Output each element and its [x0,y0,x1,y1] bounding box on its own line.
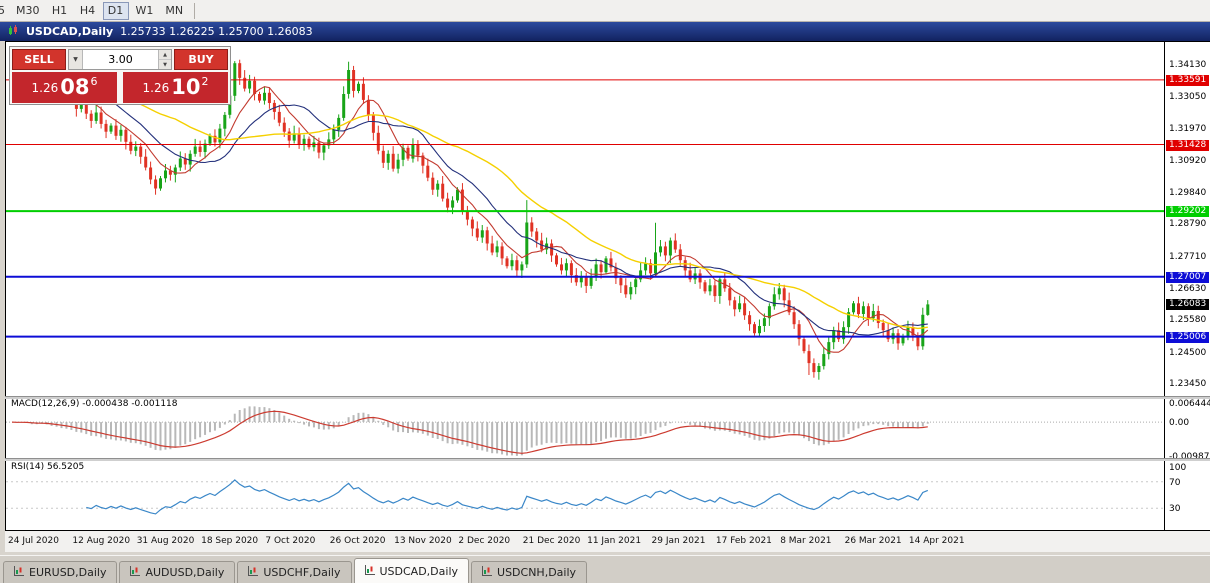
tab-chart-icon [14,566,24,579]
timeframe-button-5[interactable]: 5 [0,2,9,20]
rsi-indicator-label: RSI(14) 56.5205 [11,462,84,472]
macd-value: -0.000438 [82,399,129,409]
chart-tab-usdcnh[interactable]: USDCNH,Daily [471,561,588,583]
volume-spinner: ▲ ▼ [158,50,171,69]
tab-label: USDCAD,Daily [379,564,459,578]
chart-tab-audusd[interactable]: AUDUSD,Daily [119,561,236,583]
macd-signal-value: -0.001118 [131,399,178,409]
chart-window-titlebar: USDCAD,Daily 1.25733 1.26225 1.25700 1.2… [0,22,1210,41]
sell-price-display[interactable]: 1.26 08 6 [12,72,117,103]
price-chart-plot[interactable] [6,42,1164,530]
time-axis[interactable]: 24 Jul 2020 12 Aug 2020 31 Aug 2020 18 Sep … [5,531,1210,552]
tab-label: USDCHF,Daily [263,566,341,579]
volume-input[interactable] [83,50,158,69]
scale-tick-label: 1.33050 [1169,92,1207,103]
date-label: 26 Mar 2021 [844,536,902,546]
scale-tick-label: 1.24500 [1169,347,1207,358]
macd-panel-splitter[interactable] [5,396,1210,399]
date-label: 11 Jan 2021 [587,536,642,546]
timeframe-toolbar: 5M30H1H4D1W1MN [0,0,1210,22]
scale-tick-label: 30 [1169,504,1181,515]
date-label: 8 Mar 2021 [780,536,832,546]
tab-chart-icon [130,566,141,579]
price-scale[interactable]: 1.34130 1.33050 1.31970 1.30920 1.29840 1.287… [1165,41,1210,531]
price-level-tag: 1.26083 [1166,299,1209,311]
scale-tick-label: 1.26630 [1169,284,1207,294]
tab-chart-icon [482,566,493,579]
price-level-tag: 1.27007 [1166,271,1209,283]
date-label: 7 Oct 2020 [265,536,316,546]
timeframe-button-h1[interactable]: H1 [47,2,73,20]
date-label: 24 Jul 2020 [8,536,59,546]
scale-tick-label: 0.006444 [1169,399,1210,409]
macd-name: MACD(12,26,9) [11,399,80,409]
tab-chart-icon [248,566,259,579]
scale-tick-label: 1.30920 [1169,155,1207,166]
scale-tick-label: 1.31970 [1169,124,1207,135]
scale-tick-label: 70 [1169,477,1181,488]
volume-dropdown-button[interactable]: ▼ [69,50,83,69]
scale-tick-label: 1.28790 [1169,219,1207,230]
timeframe-button-mn[interactable]: MN [160,2,188,20]
tab-label: USDCNH,Daily [497,566,577,579]
date-label: 29 Jan 2021 [651,536,706,546]
tab-chart-icon [364,564,375,578]
buy-price-point: 2 [201,75,209,88]
scale-tick-label: 0.00 [1169,418,1190,429]
chart-tabs-bar: EURUSD,Daily AUDUSD,Daily USDCHF,Daily USDC… [0,555,1210,583]
scale-tick-label: 100 [1169,463,1187,473]
date-label: 17 Feb 2021 [715,536,772,546]
price-level-tag: 1.25006 [1166,331,1209,343]
date-label: 13 Nov 2020 [394,536,452,546]
date-label: 21 Dec 2020 [522,536,581,546]
price-level-tag: 1.29202 [1166,206,1209,218]
buy-price-base: 1.26 [142,80,170,95]
volume-decrease-button[interactable]: ▼ [159,60,171,69]
buy-button[interactable]: BUY [174,49,228,70]
date-label: 18 Sep 2020 [201,536,259,546]
timeframe-button-h4[interactable]: H4 [75,2,101,20]
rsi-value: 56.5205 [46,462,85,472]
volume-control: ▼ ▲ ▼ [68,49,172,70]
scale-tick-label: 1.25580 [1169,315,1207,326]
sell-price-pips: 08 [60,75,90,99]
macd-indicator-label: MACD(12,26,9) -0.000438 -0.001118 [11,399,178,409]
rsi-panel-splitter[interactable] [5,458,1210,461]
timeframe-button-w1[interactable]: W1 [131,2,159,20]
price-level-tag: 1.31428 [1166,139,1209,151]
date-label: 26 Oct 2020 [329,536,386,546]
date-label: 14 Apr 2021 [908,536,965,546]
chart-window-icon [7,24,19,39]
scale-tick-label: 1.34130 [1169,59,1207,70]
timeframe-button-d1[interactable]: D1 [102,1,129,20]
buy-price-display[interactable]: 1.26 10 2 [123,72,228,103]
sell-button[interactable]: SELL [12,49,66,70]
scale-tick-label: 1.27710 [1169,251,1207,262]
rsi-name: RSI(14) [11,462,45,472]
chart-tab-usdcad[interactable]: USDCAD,Daily [353,558,470,583]
chart-tab-eurusd[interactable]: EURUSD,Daily [3,561,118,583]
volume-increase-button[interactable]: ▲ [159,50,171,60]
chart-area: SELL ▼ ▲ ▼ BUY 1.26 08 6 1 [5,41,1165,531]
sell-price-point: 6 [90,75,98,88]
chart-tab-usdchf[interactable]: USDCHF,Daily [237,561,352,583]
price-level-tag: 1.33591 [1166,74,1209,86]
scale-tick-label: 1.29840 [1169,188,1207,199]
timeframe-button-m30[interactable]: M30 [11,2,45,20]
date-label: 2 Dec 2020 [458,536,511,546]
date-label: 31 Aug 2020 [136,536,195,546]
tab-label: AUDUSD,Daily [145,566,225,579]
date-label: 12 Aug 2020 [72,536,131,546]
sell-price-base: 1.26 [31,80,59,95]
tab-label: EURUSD,Daily [29,566,107,579]
scale-tick-label: 1.23450 [1169,379,1207,390]
ohlc-values: 1.25733 1.26225 1.25700 1.26083 [120,25,313,38]
one-click-trading-panel: SELL ▼ ▲ ▼ BUY 1.26 08 6 1 [9,46,231,105]
toolbar-separator [194,2,196,19]
buy-price-pips: 10 [171,75,201,99]
chart-window-title: USDCAD,Daily [26,25,114,38]
